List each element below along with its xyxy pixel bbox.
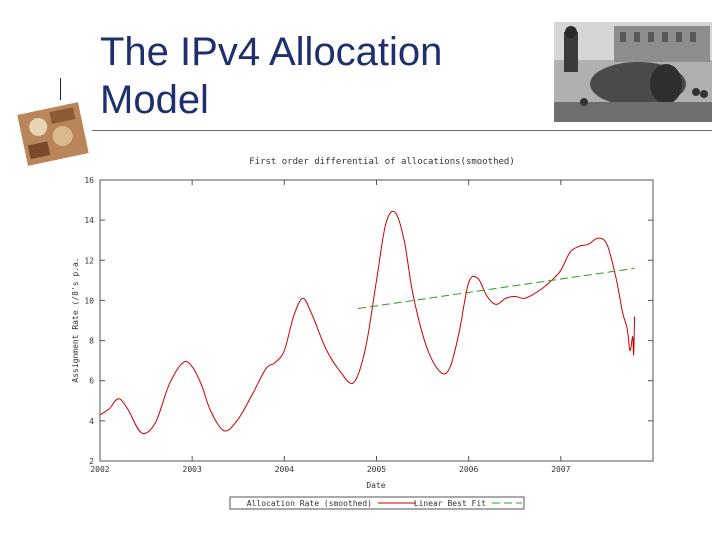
- chart-legend: Allocation Rate (smoothed) Linear Best Fi…: [229, 496, 525, 510]
- x-tick-label: 2005: [367, 465, 386, 474]
- x-tick-label: 2006: [459, 465, 478, 474]
- x-tick-label: 2003: [183, 465, 202, 474]
- historic-overturned-tram-photo: [554, 22, 712, 122]
- allocation-rate-chart: First order differential of allocations(…: [71, 157, 654, 510]
- y-tick-label: 16: [84, 176, 94, 185]
- y-tick-label: 6: [89, 377, 94, 386]
- chart-title: First order differential of allocations(…: [249, 157, 515, 167]
- y-tick-label: 4: [89, 417, 94, 426]
- legend-label-2: Linear Best Fit: [414, 499, 486, 508]
- y-axis-label: Assignment Rate (/8's p.a.: [71, 257, 80, 382]
- series-line-2: [358, 267, 635, 309]
- x-tick-label: 2002: [90, 465, 109, 474]
- y-tick-label: 10: [84, 296, 94, 305]
- slide-title: The IPv4 Allocation Model: [100, 28, 540, 124]
- series-line-1: [99, 210, 636, 434]
- legend-label-1: Allocation Rate (smoothed): [247, 499, 372, 508]
- y-tick-label: 8: [89, 337, 94, 346]
- y-tick-label: 12: [84, 256, 94, 265]
- sepia-photo-thumbnail: [14, 100, 92, 168]
- x-tick-label: 2004: [275, 465, 294, 474]
- plot-frame: [99, 179, 654, 462]
- slide-title-line-2: Model: [100, 78, 209, 122]
- y-tick-label: 14: [84, 216, 94, 225]
- slide-title-line-1: The IPv4 Allocation: [100, 30, 443, 74]
- y-tick-label: 2: [89, 457, 94, 466]
- title-divider: [72, 130, 712, 131]
- x-tick-label: 2007: [551, 465, 570, 474]
- x-axis-label: Date: [366, 481, 385, 490]
